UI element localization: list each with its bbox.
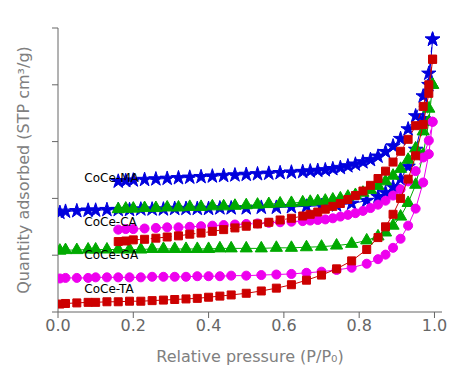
svg-text:0.6: 0.6 (271, 316, 296, 335)
svg-text:0.8: 0.8 (346, 316, 371, 335)
svg-text:0.0: 0.0 (45, 316, 70, 335)
svg-text:0.4: 0.4 (196, 316, 221, 335)
svg-text:CoCe-MA: CoCe-MA (84, 171, 139, 185)
svg-text:CoCe-CA: CoCe-CA (84, 215, 137, 229)
svg-text:1.0: 1.0 (422, 316, 447, 335)
svg-text:Quantity adsorbed (STP cm³/g): Quantity adsorbed (STP cm³/g) (14, 46, 33, 294)
svg-text:Relative pressure (P/P₀): Relative pressure (P/P₀) (156, 347, 343, 366)
svg-text:0.2: 0.2 (121, 316, 146, 335)
svg-text:CoCe-TA: CoCe-TA (84, 282, 134, 296)
svg-text:CoCe-GA: CoCe-GA (84, 248, 139, 262)
